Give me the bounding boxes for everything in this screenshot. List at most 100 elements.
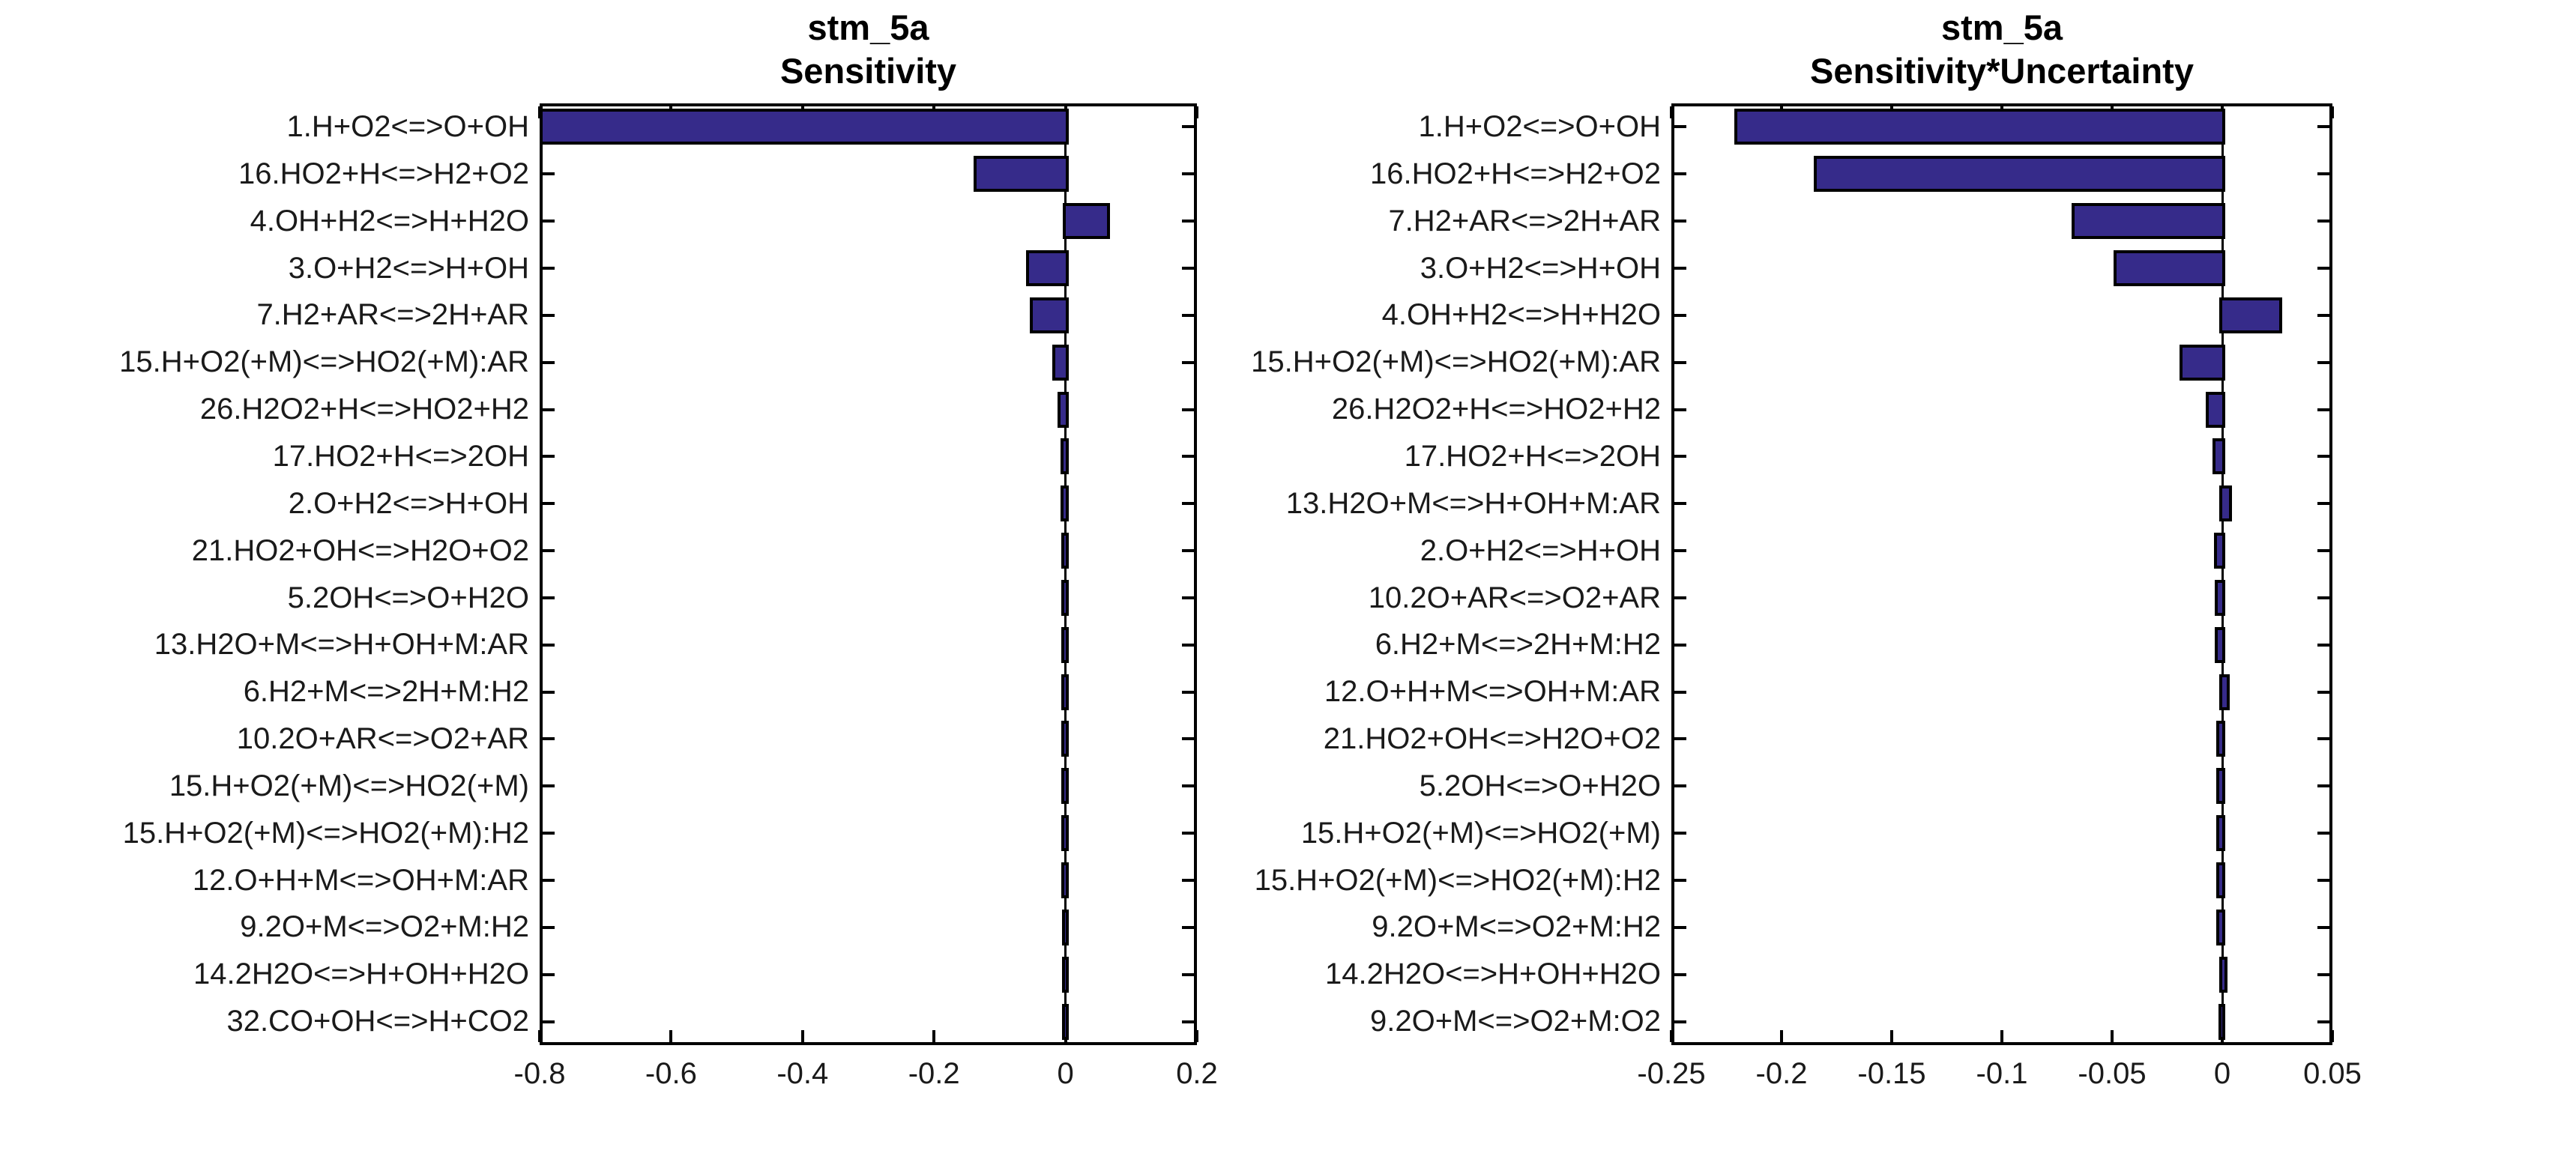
bar <box>2215 768 2225 805</box>
y-tick-mark <box>1674 549 1686 553</box>
y-tick-mark <box>1182 125 1194 129</box>
y-tick-mark <box>543 925 555 929</box>
y-tick-mark <box>1674 266 1686 270</box>
bar <box>1814 156 2225 193</box>
bar <box>1058 391 1069 428</box>
bar <box>2113 249 2225 286</box>
y-tick-mark <box>543 690 555 694</box>
x-tick-label: -0.2 <box>908 1057 960 1090</box>
y-tick-mark <box>1182 596 1194 599</box>
chart-title-sensitivity-uncertainty: stm_5a Sensitivity*Uncertainty <box>1671 6 2332 93</box>
x-tick-mark <box>669 1030 673 1042</box>
y-tick-mark <box>1674 455 1686 459</box>
bar <box>2219 297 2283 333</box>
y-tick-mark <box>1182 784 1194 788</box>
y-tick-mark <box>1674 596 1686 599</box>
y-tick-mark <box>543 784 555 788</box>
y-tick-mark <box>2317 502 2329 506</box>
y-tick-mark <box>1674 360 1686 364</box>
y-tick-mark <box>543 502 555 506</box>
y-tick-mark <box>1674 784 1686 788</box>
bar <box>1061 768 1069 805</box>
x-tick-label: 0.05 <box>2303 1057 2362 1090</box>
y-tick-mark <box>2317 832 2329 835</box>
y-tick-mark <box>2317 690 2329 694</box>
y-tick-mark <box>2317 643 2329 647</box>
bar <box>1061 533 1069 569</box>
y-axis-label: 10.2O+AR<=>O2+AR <box>236 722 529 756</box>
y-tick-mark <box>2317 596 2329 599</box>
x-tick-mark <box>2331 1030 2334 1042</box>
x-tick-label: -0.15 <box>1857 1057 1926 1090</box>
y-axis-label: 16.HO2+H<=>H2+O2 <box>1369 157 1661 190</box>
y-tick-mark <box>2317 266 2329 270</box>
bar <box>2219 674 2230 710</box>
x-tick-mark <box>1195 1030 1198 1042</box>
x-tick-mark <box>538 1030 541 1042</box>
y-axis-label: 4.OH+H2<=>H+H2O <box>1381 298 1661 332</box>
bar <box>1026 249 1069 286</box>
bar <box>1061 956 1069 993</box>
y-tick-mark <box>1182 925 1194 929</box>
y-tick-mark <box>1182 172 1194 176</box>
y-tick-mark <box>2317 360 2329 364</box>
plot-box <box>1671 103 2332 1045</box>
y-tick-mark <box>1182 879 1194 883</box>
y-axis-label: 17.HO2+H<=>2OH <box>272 439 529 473</box>
y-tick-mark <box>543 220 555 223</box>
y-axis-label: 13.H2O+M<=>H+OH+M:AR <box>1285 486 1661 520</box>
y-tick-mark <box>2317 220 2329 223</box>
y-axis-label: 6.H2+M<=>2H+M:H2 <box>1375 628 1661 662</box>
y-tick-mark <box>2317 172 2329 176</box>
bar <box>2180 344 2225 381</box>
y-tick-mark <box>543 266 555 270</box>
bar <box>2215 862 2225 899</box>
bar <box>1061 674 1069 710</box>
y-tick-mark <box>543 172 555 176</box>
y-tick-mark <box>1674 220 1686 223</box>
y-axis-label: 10.2O+AR<=>O2+AR <box>1368 581 1661 614</box>
y-tick-mark <box>2317 972 2329 976</box>
y-axis-label: 14.2H2O<=>H+OH+H2O <box>1324 957 1661 991</box>
y-axis-label: 26.H2O2+H<=>HO2+H2 <box>1331 393 1661 426</box>
y-tick-mark <box>543 360 555 364</box>
y-axis-label: 12.O+H+M<=>OH+M:AR <box>192 863 529 897</box>
y-axis-label: 12.O+H+M<=>OH+M:AR <box>1324 675 1661 709</box>
y-tick-mark <box>1674 879 1686 883</box>
y-axis-label: 9.2O+M<=>O2+M:H2 <box>240 910 529 944</box>
bar <box>2218 1003 2225 1040</box>
y-tick-mark <box>543 549 555 553</box>
bar <box>2215 909 2225 945</box>
x-tick-mark <box>1670 1030 1673 1042</box>
y-tick-mark <box>2317 549 2329 553</box>
y-tick-mark <box>1182 972 1194 976</box>
y-tick-mark <box>1674 832 1686 835</box>
y-tick-mark <box>2317 784 2329 788</box>
y-axis-label: 3.O+H2<=>H+OH <box>288 251 529 285</box>
y-tick-mark <box>1182 360 1194 364</box>
y-tick-mark <box>2317 737 2329 741</box>
y-tick-mark <box>543 1020 555 1023</box>
bar <box>1029 297 1069 333</box>
y-axis-label: 2.O+H2<=>H+OH <box>288 486 529 520</box>
y-tick-mark <box>1674 502 1686 506</box>
y-tick-mark <box>1182 313 1194 317</box>
bar <box>2213 533 2225 569</box>
y-axis-label: 1.H+O2<=>O+OH <box>286 110 529 143</box>
y-axis-label: 1.H+O2<=>O+OH <box>1418 110 1661 143</box>
x-tick-mark <box>538 106 541 118</box>
y-tick-mark <box>2317 1020 2329 1023</box>
x-tick-mark <box>2000 1030 2003 1042</box>
y-tick-mark <box>2317 125 2329 129</box>
y-axis-label: 32.CO+OH<=>H+CO2 <box>226 1005 529 1038</box>
y-tick-mark <box>1674 125 1686 129</box>
chart-title-sensitivity: stm_5a Sensitivity <box>540 6 1197 93</box>
bar <box>2219 956 2227 993</box>
x-tick-label: -0.6 <box>645 1057 697 1090</box>
bar <box>2206 391 2225 428</box>
y-axis-label: 21.HO2+OH<=>H2O+O2 <box>1323 722 1661 756</box>
y-axis-label: 26.H2O2+H<=>HO2+H2 <box>199 393 529 426</box>
bar <box>1060 438 1069 475</box>
bar <box>1061 579 1069 616</box>
